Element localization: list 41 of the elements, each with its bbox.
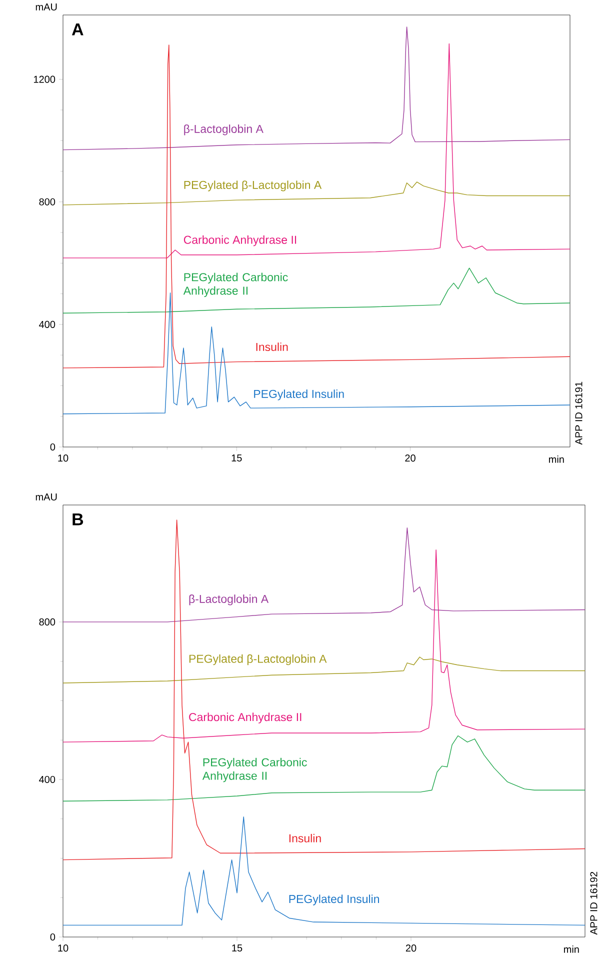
series-label: PEGylated Insulin: [254, 390, 344, 400]
line-series: [62, 268, 570, 314]
series-label: Carbonic Anhydrase II: [189, 712, 302, 724]
series-label: PEGylated β-Lactoglobin A: [184, 180, 322, 192]
x-tick-label: 15: [232, 944, 242, 952]
text: APP ID 16192: [590, 872, 598, 935]
y-tick-label: 800: [39, 618, 56, 626]
x-axis-title: min: [564, 946, 579, 953]
y-tick-label: 400: [39, 320, 56, 328]
chart-title: A: [72, 24, 84, 36]
y-tick-label: 800: [39, 198, 56, 206]
series-label: β-Lactoglobin A: [189, 594, 269, 606]
series-label: Carbonic Anhydrase II: [184, 235, 296, 246]
line-series: [62, 550, 586, 742]
chart-title: B: [72, 514, 84, 526]
series-label: Insulin: [289, 834, 321, 842]
series-label: PEGylated Insulin: [289, 894, 379, 906]
y-tick-label: 0: [50, 443, 56, 451]
y-axis-title: mAU: [36, 3, 57, 10]
series-label: PEGylated β-Lactoglobin A: [189, 654, 327, 666]
series-label: PEGylated Carbonic Anhydrase II: [183, 272, 288, 298]
x-axis-title: min: [549, 456, 564, 463]
y-axis-title: mAU: [36, 493, 57, 500]
line-series: [62, 735, 586, 802]
line-series: [62, 527, 586, 622]
x-tick-label: 20: [405, 454, 416, 462]
series-label: PEGylated Carbonic Anhydrase II: [202, 758, 307, 782]
series-label: β-Lactoglobin A: [184, 124, 264, 136]
x-tick-label: 10: [58, 944, 68, 952]
line-series: [62, 44, 570, 368]
series-label: Insulin: [256, 342, 288, 352]
x-tick-label: 10: [58, 454, 68, 462]
y-tick-label: 400: [39, 776, 56, 784]
x-tick-label: 15: [232, 454, 242, 462]
line-series: [62, 43, 570, 258]
line-series: [62, 816, 586, 926]
y-tick-label: 0: [50, 933, 56, 941]
y-tick-label: 1200: [34, 76, 56, 83]
line-series: [62, 182, 570, 206]
x-tick-label: 20: [406, 944, 416, 952]
text: APP ID 16191: [575, 382, 582, 445]
